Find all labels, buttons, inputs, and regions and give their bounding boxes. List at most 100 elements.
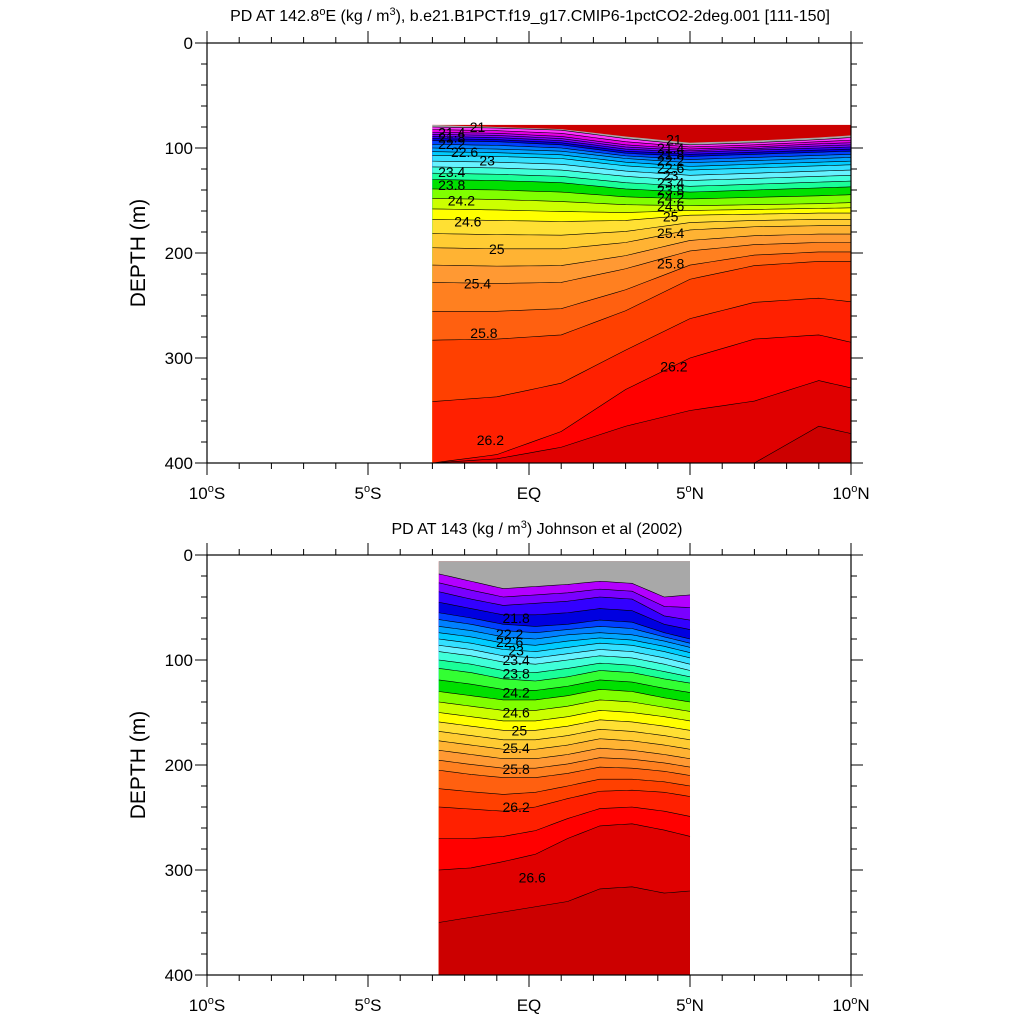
contour-line-23-2 (438, 645, 691, 665)
contour-line-21 (432, 126, 851, 146)
contour-label: 22.6 (496, 634, 523, 650)
degree-symbol: o (319, 6, 325, 18)
contour-line-26-6 (432, 425, 851, 463)
y-tick-label: 0 (184, 546, 193, 565)
contour-label: 26.2 (660, 358, 687, 374)
contour-label: 25.4 (657, 225, 684, 241)
contour-line-21-6 (438, 582, 691, 608)
contour-line-23-4 (438, 651, 691, 671)
fill-band-26-4 (432, 380, 851, 463)
panel-top-axes: 0 100 200 300 400 10oS 5oS EQ 5oN 10oN (165, 31, 870, 503)
contour-label: 21.8 (438, 130, 465, 146)
contour-label: 22.2 (496, 626, 523, 642)
contour-line-22-8 (438, 632, 691, 653)
contour-line-22-2 (438, 612, 691, 640)
panel-top-contour-fills (432, 124, 851, 463)
contour-label: 25.4 (464, 275, 491, 291)
contour-line-25-6 (438, 757, 691, 769)
contour-line-26-6 (438, 823, 691, 871)
contour-label: 25.8 (470, 325, 497, 341)
contour-label: 24.2 (657, 189, 684, 205)
contour-label: 23 (508, 643, 524, 659)
contour-line-24-2 (432, 198, 851, 207)
contour-line-25-8 (438, 766, 691, 778)
contour-line-24-8 (432, 219, 851, 236)
x-tick-label: 5oS (355, 995, 382, 1015)
contour-label: 23 (479, 153, 495, 169)
contour-line-25 (438, 728, 691, 741)
contour-line-23-6 (432, 172, 851, 187)
contour-label: 24.2 (502, 685, 529, 701)
x-tick-label: 5oN (676, 483, 704, 503)
y-tick-label: 200 (165, 244, 193, 263)
contour-line-23 (432, 155, 851, 171)
y-tick-label: 400 (165, 454, 193, 473)
contour-label: 23 (663, 167, 679, 183)
contour-line-25-6 (432, 251, 851, 312)
contour-line-23 (438, 638, 691, 659)
contour-line-25-4 (438, 747, 691, 759)
contour-line-24-2 (438, 689, 691, 703)
contour-line-24-8 (438, 719, 691, 731)
contour-label: 23.4 (438, 164, 465, 180)
fill-surface-mask (503, 561, 690, 587)
contour-label: 26.2 (477, 432, 504, 448)
contour-line-24-4 (432, 207, 851, 213)
contour-line-26-2 (438, 789, 691, 812)
contour-line-25 (432, 225, 851, 250)
x-tick-label: 10oS (189, 483, 225, 503)
y-tick-label: 100 (165, 139, 193, 158)
panel-bottom-title: PD AT 143 (kg / m3) Johnson et al (2002) (391, 519, 682, 538)
contour-line-25-4 (432, 242, 851, 284)
superscript-3: 3 (521, 519, 527, 531)
contour-line-24-6 (438, 710, 691, 722)
y-tick-label: 300 (165, 861, 193, 880)
contour-line-26-8 (438, 886, 691, 923)
contour-label: 21.8 (657, 146, 684, 162)
panel-bottom-ylabel: DEPTH (m) (127, 711, 150, 820)
panel-bottom-contour-lines (438, 573, 691, 923)
y-tick-label: 100 (165, 651, 193, 670)
x-tick-label: EQ (517, 996, 542, 1015)
contour-line-24-4 (438, 699, 691, 712)
contour-line-21-2 (432, 129, 851, 148)
contour-line-24 (438, 679, 691, 693)
contour-line-21-8 (432, 136, 851, 153)
y-tick-label: 300 (165, 349, 193, 368)
x-tick-label: 5oS (355, 483, 382, 503)
x-tick-label: 10oN (832, 483, 869, 503)
contour-label: 26.2 (502, 799, 529, 815)
y-tick-label: 0 (184, 34, 193, 53)
contour-label: 24.6 (502, 705, 529, 721)
contour-line-22-8 (432, 151, 851, 167)
contour-line-22 (438, 601, 691, 630)
contour-line-26-2 (432, 334, 851, 463)
contour-label: 23.8 (502, 666, 529, 682)
contour-line-23-2 (432, 160, 851, 176)
contour-line-24 (432, 188, 851, 200)
panel-top: PD AT 142.8oE (kg / m3), b.e21.B1PCT.f19… (127, 6, 870, 503)
contour-label: 26.6 (519, 869, 546, 885)
contour-label: 22.2 (657, 153, 684, 169)
superscript-3: 3 (389, 6, 395, 18)
contour-label: 24.6 (657, 198, 684, 214)
contour-label: 25.8 (502, 761, 529, 777)
contour-label: 25.4 (502, 740, 529, 756)
fill-band-26-6 (432, 426, 851, 463)
contour-line-21-4 (438, 573, 691, 598)
contour-line-23-6 (438, 659, 691, 678)
x-tick-label: EQ (517, 484, 542, 503)
contour-line-21-8 (438, 591, 691, 621)
contour-line-26 (438, 778, 691, 795)
contour-label: 25 (489, 241, 505, 257)
contour-label: 22.6 (657, 160, 684, 176)
y-tick-label: 200 (165, 756, 193, 775)
contour-line-22-4 (438, 619, 691, 644)
fill-band-26-8 (438, 886, 690, 975)
x-tick-label: 10oN (832, 995, 869, 1015)
contour-line-26 (432, 297, 851, 402)
contour-label: 22.2 (438, 136, 465, 152)
contour-line-22-2 (432, 140, 851, 157)
panel-bottom-axes: 0 100 200 300 400 10oS 5oS EQ 5oN 10oN (165, 543, 870, 1015)
